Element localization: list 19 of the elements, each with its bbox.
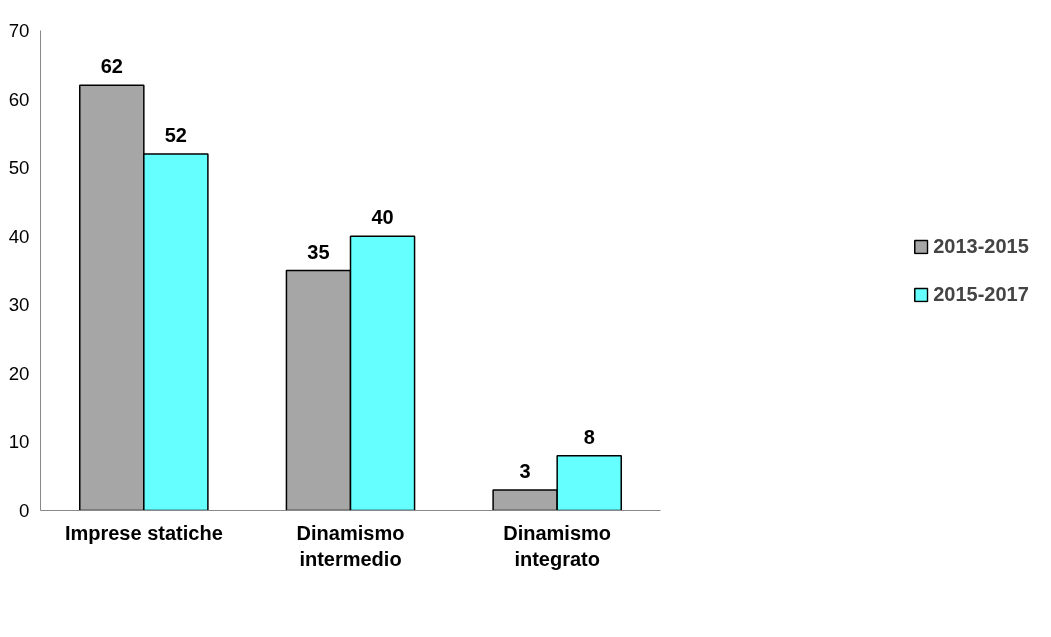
y-tick-label: 70 <box>8 20 30 41</box>
data-label: 52 <box>164 123 187 146</box>
legend-label: 2013-2015 <box>933 234 1029 258</box>
x-tick-label: Dinamismo intermedio <box>296 521 405 570</box>
data-label: 40 <box>371 206 394 229</box>
y-tick-label: 20 <box>8 362 30 384</box>
y-tick-label: 30 <box>8 294 30 316</box>
y-tick-label: 50 <box>8 157 30 179</box>
data-label: 35 <box>307 240 330 263</box>
y-tick-label: 10 <box>8 431 30 453</box>
y-tick-label: 40 <box>8 225 30 247</box>
x-tick-label: Imprese statiche <box>64 521 223 544</box>
y-tick-label: 0 <box>19 500 30 521</box>
data-label: 8 <box>583 425 595 448</box>
data-label: 62 <box>100 55 123 78</box>
legend-label: 2015-2017 <box>933 282 1029 306</box>
data-label: 3 <box>519 459 531 482</box>
y-tick-label: 60 <box>8 88 30 110</box>
x-tick-label: Dinamismo integrato <box>503 521 612 570</box>
